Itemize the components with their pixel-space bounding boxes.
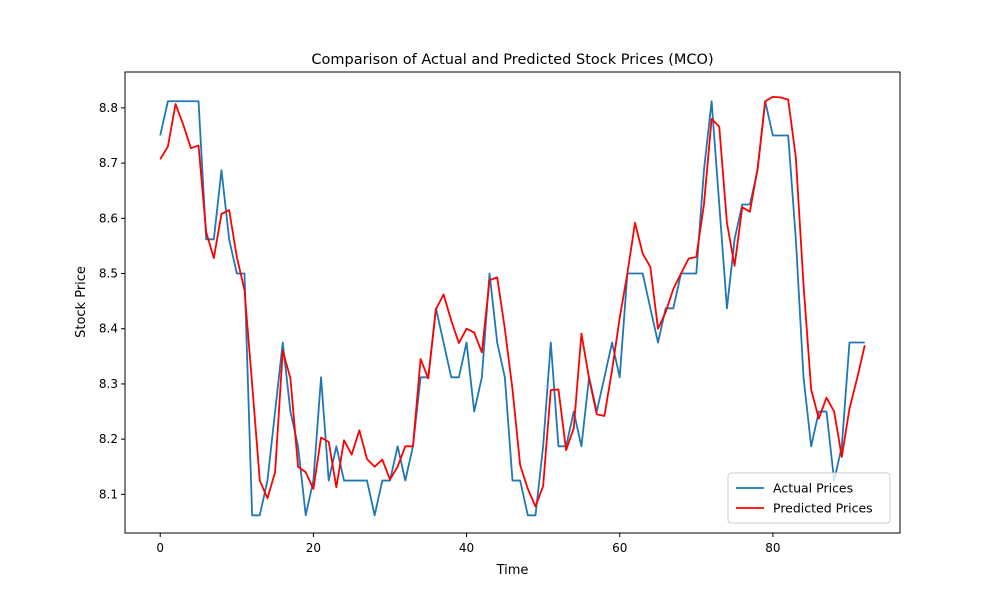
legend-label: Predicted Prices [773,501,873,516]
axes-frame [124,71,901,534]
legend-label: Actual Prices [773,481,853,496]
x-tick-label: 80 [765,541,780,555]
x-axis-label: Time [496,563,529,578]
series-line-actual-prices [159,100,865,517]
legend-box [727,472,891,524]
y-tick-label: 8.3 [99,377,118,391]
legend: Actual Prices Predicted Prices [727,472,891,524]
y-tick-label: 8.1 [99,487,118,501]
y-tick-label: 8.8 [99,101,118,115]
y-tick-label: 8.6 [99,211,118,225]
y-tick-label: 8.7 [99,156,118,170]
x-tick-label: 0 [156,541,164,555]
y-axis-label: Stock Price [74,266,89,338]
y-tick-label: 8.2 [99,432,118,446]
chart-title: Comparison of Actual and Predicted Stock… [311,52,713,68]
series-line-predicted-prices [159,95,866,508]
y-tick-label: 8.4 [99,322,118,336]
y-tick-label: 8.5 [99,267,118,281]
x-tick-label: 60 [612,541,627,555]
plot-area: 0 20 40 60 80 8.1 8.2 8.3 8.4 8.5 8.6 8.7 8.8 [99,71,901,555]
x-tick-label: 40 [459,541,474,555]
x-tick-label: 20 [306,541,321,555]
